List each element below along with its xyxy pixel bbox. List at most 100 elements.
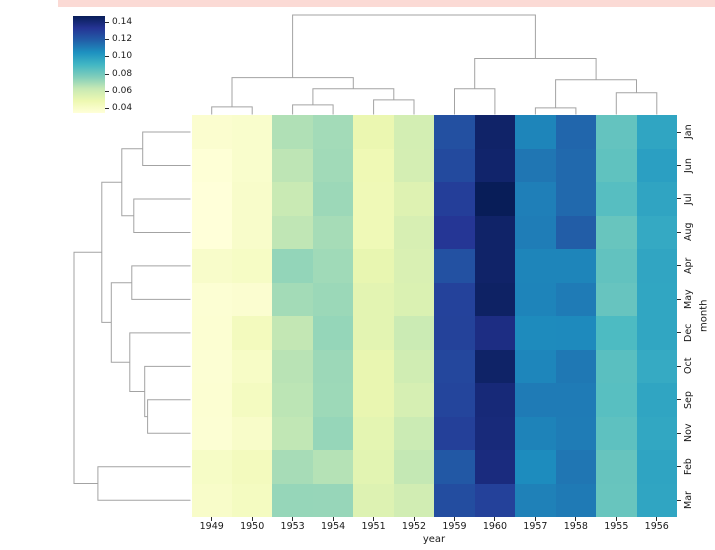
heatmap-cell-Dec-1960 [474,316,516,350]
heatmap-cell-Dec-1958 [555,316,597,350]
heatmap-cell-Jun-1959 [434,148,475,183]
heatmap-cell-Jun-1951 [353,148,394,183]
heatmap-cell-Jul-1959 [434,182,475,216]
y-tick-label-Nov: Nov [683,424,694,443]
heatmap-cell-Aug-1955 [596,215,637,250]
heatmap-cell-Jul-1952 [393,182,435,216]
heatmap-cell-Oct-1949 [191,349,232,384]
heatmap-cell-Sep-1954 [312,383,354,417]
heatmap-cell-Dec-1955 [596,316,637,350]
heatmap-cell-May-1949 [191,282,232,317]
x-tick-label-1951: 1951 [361,521,386,532]
heatmap-cell-May-1960 [474,282,516,317]
heatmap-cell-Jun-1955 [596,148,637,183]
dendrogram-link [292,14,536,78]
heatmap-cell-Mar-1958 [555,483,597,517]
heatmap-cell-Jun-1953 [272,148,313,183]
heatmap-cell-Feb-1959 [434,450,475,484]
x-tick-mark [453,517,455,521]
heatmap-cell-Jun-1954 [312,148,354,183]
heatmap-cell-Jan-1956 [636,115,677,149]
x-tick-label-1959: 1959 [442,521,467,532]
dendrogram-link [129,332,191,392]
heatmap-cell-Apr-1958 [555,249,597,283]
heatmap-grid [191,115,678,517]
heatmap-cell-Apr-1959 [434,249,475,283]
heatmap-cell-Jul-1950 [231,182,273,216]
y-tick-mark [677,298,681,300]
x-tick-label-1957: 1957 [523,521,548,532]
dendrogram-link [142,131,191,166]
y-tick-label-Apr: Apr [683,257,694,275]
heatmap-cell-Oct-1950 [231,349,273,384]
heatmap-cell-Apr-1950 [231,249,273,283]
colorbar-tick-label: 0.12 [112,34,133,45]
x-tick-mark [413,517,415,521]
heatmap-cell-Nov-1951 [353,416,394,451]
heatmap-cell-Sep-1959 [434,383,475,417]
heatmap-cell-Jul-1953 [272,182,313,216]
heatmap-cell-Mar-1960 [474,483,516,517]
colorbar-tick-label: 0.10 [112,51,133,62]
heatmap-cell-Aug-1949 [191,215,232,250]
heatmap-cell-Dec-1957 [515,316,556,350]
colorbar-tick-mark [105,21,109,23]
heatmap-cell-Mar-1955 [596,483,637,517]
heatmap-cell-Jun-1957 [515,148,556,183]
dendrogram-link [73,251,102,484]
y-tick-label-Aug: Aug [683,223,694,242]
y-axis-label: month [698,299,710,333]
heatmap-cell-Sep-1952 [393,383,435,417]
heatmap-cell-Nov-1955 [596,416,637,451]
heatmap-cell-Jan-1953 [272,115,313,149]
heatmap-cell-Mar-1949 [191,483,232,517]
colorbar-tick-mark [105,108,109,110]
heatmap-cell-Jul-1958 [555,182,597,216]
x-tick-label-1952: 1952 [401,521,427,532]
heatmap-cell-Jan-1950 [231,115,273,149]
heatmap-cell-Mar-1951 [353,483,394,517]
heatmap-cell-Dec-1953 [272,316,313,350]
y-tick-label-Sep: Sep [683,390,694,409]
heatmap-cell-Feb-1955 [596,450,637,484]
heatmap-cell-Apr-1960 [474,249,516,283]
heatmap-cell-Jul-1949 [191,182,232,216]
column-dendrogram [211,14,658,115]
heatmap-cell-May-1952 [393,282,435,317]
heatmap-cell-Apr-1956 [636,249,677,283]
heatmap-cell-May-1958 [555,282,597,317]
y-tick-label-Jun: Jun [683,158,694,173]
heatmap-cell-Nov-1959 [434,416,475,451]
heatmap-cell-Sep-1949 [191,383,232,417]
heatmap-cell-Jun-1956 [636,148,677,183]
heatmap-cell-May-1955 [596,282,637,317]
x-tick-mark [373,517,375,521]
dendrogram-link [615,92,658,115]
y-tick-mark [677,265,681,267]
heatmap-cell-Nov-1950 [231,416,273,451]
dendrogram-link [147,399,191,434]
x-tick-mark [211,517,213,521]
x-tick-mark [615,517,617,521]
y-tick-label-Feb: Feb [683,458,694,476]
colorbar-tick-label: 0.14 [112,16,133,27]
x-tick-mark [656,517,658,521]
heatmap-cell-Jun-1950 [231,148,273,183]
heatmap-cell-Feb-1951 [353,450,394,484]
dendrogram-link [211,106,253,115]
dendrogram-link [555,79,637,108]
colorbar-tick-mark [105,39,109,41]
x-tick-label-1954: 1954 [321,521,346,532]
heatmap-cell-Jul-1960 [474,182,516,216]
heatmap-cell-Aug-1956 [636,215,677,250]
heatmap-cell-Nov-1957 [515,416,556,451]
heatmap-cell-Mar-1959 [434,483,475,517]
dendrogram-link [131,265,191,300]
heatmap-cell-Sep-1958 [555,383,597,417]
heatmap-cell-Feb-1956 [636,450,677,484]
heatmap-cell-Jan-1954 [312,115,354,149]
dendrogram-link [373,99,415,115]
x-tick-label-1953: 1953 [280,521,305,532]
heatmap-cell-Mar-1956 [636,483,677,517]
x-tick-label-1960: 1960 [482,521,508,532]
